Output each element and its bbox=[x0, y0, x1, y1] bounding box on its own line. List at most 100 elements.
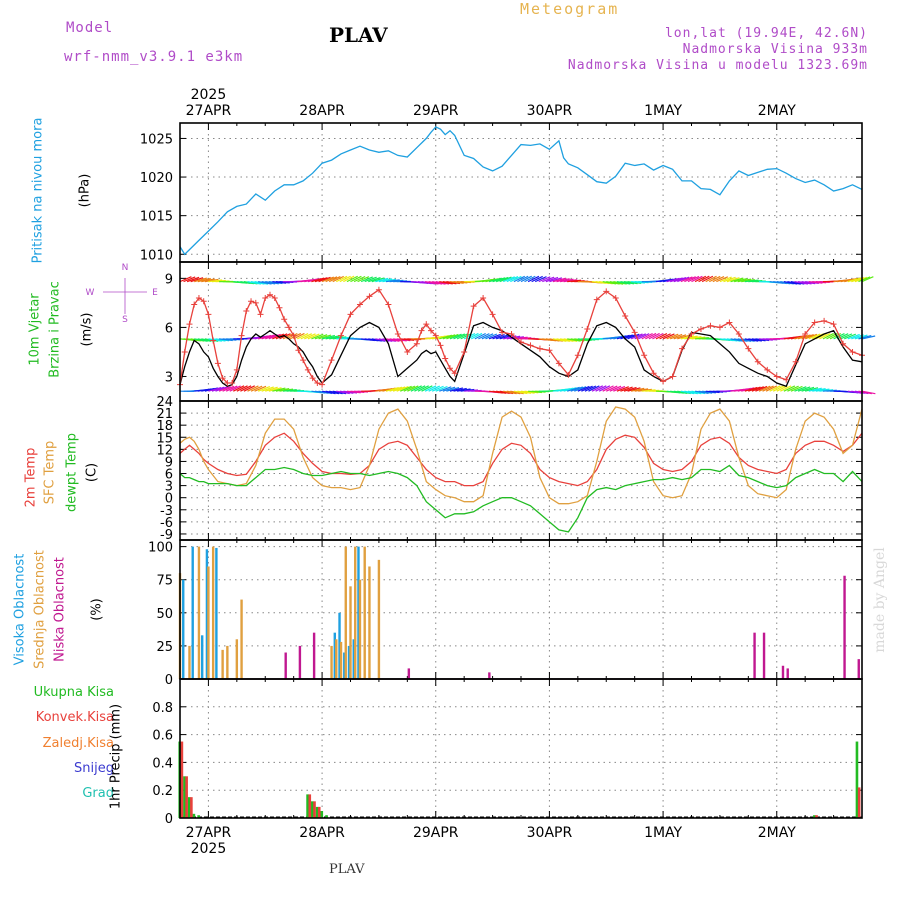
wind-arrow bbox=[250, 281, 265, 285]
cloud-bar-low bbox=[312, 632, 316, 679]
precip-panel-frame bbox=[179, 678, 863, 819]
wind-gust-marker bbox=[428, 327, 435, 334]
cloud-bar-high bbox=[182, 579, 185, 679]
wind-arrow bbox=[403, 385, 416, 392]
wind-arrow bbox=[325, 335, 339, 340]
cloud-bar-low bbox=[407, 668, 411, 679]
wind-arrow bbox=[332, 390, 347, 395]
wind-arrow bbox=[822, 332, 834, 340]
wind-arrow bbox=[847, 333, 860, 340]
wind-gust-marker bbox=[394, 330, 401, 337]
temp-series-dewpt-temp bbox=[179, 464, 863, 533]
wind-arrow bbox=[510, 275, 522, 283]
wind-arrow bbox=[804, 333, 818, 340]
wind-arrow bbox=[513, 390, 528, 395]
wind-arrow bbox=[552, 277, 566, 283]
wind-arrow bbox=[563, 387, 577, 392]
precip-bar-convective bbox=[857, 787, 861, 818]
wind-arrow bbox=[517, 275, 529, 283]
wind-arrow bbox=[559, 338, 574, 342]
wind-gust-marker bbox=[508, 330, 515, 337]
wind-arrow bbox=[748, 338, 762, 342]
wind-arrow bbox=[797, 386, 811, 392]
wind-arrow bbox=[545, 276, 559, 283]
wind-gust-marker bbox=[688, 330, 695, 337]
cloud-bar-mid bbox=[368, 566, 371, 679]
day-label-bottom: 2MAY bbox=[758, 825, 796, 841]
wind-series-mean bbox=[179, 321, 863, 388]
wind-arrow bbox=[542, 276, 555, 283]
precip-y-tick-label: 0.8 bbox=[152, 701, 173, 716]
cloud-bar-low bbox=[762, 632, 766, 679]
wind-arrow bbox=[730, 277, 744, 283]
precip-y-tick-label: 0.2 bbox=[152, 784, 173, 799]
wind-arrow bbox=[744, 338, 759, 342]
wind-arrow bbox=[666, 333, 679, 340]
compass-w: W bbox=[86, 288, 95, 298]
wind-gust-marker bbox=[366, 293, 373, 300]
day-label-bottom: 28APR bbox=[299, 825, 345, 841]
wind-arrow bbox=[318, 334, 332, 340]
wind-y-tick-label: 3 bbox=[165, 370, 173, 385]
wind-gust-marker bbox=[423, 321, 430, 328]
wind-arrow bbox=[769, 385, 781, 392]
wind-arrow bbox=[627, 333, 640, 340]
cloud-y-tick-label: 50 bbox=[156, 607, 173, 622]
wind-gust-marker bbox=[745, 345, 752, 352]
precip-bar-total bbox=[325, 815, 328, 818]
wind-arrow bbox=[861, 390, 876, 395]
cloud-bar-mid bbox=[349, 586, 352, 679]
precip-bar-total bbox=[197, 815, 200, 818]
wind-arrow bbox=[261, 334, 275, 340]
wind-gust-marker bbox=[281, 316, 288, 323]
wind-arrow bbox=[517, 390, 532, 394]
precip-bar-convective bbox=[308, 794, 312, 818]
precip-y-tick-label: 0.4 bbox=[152, 756, 173, 771]
cloud-bar-mid bbox=[197, 546, 201, 679]
wind-arrow bbox=[641, 332, 653, 340]
precip-bar-total bbox=[855, 741, 859, 818]
wind-arrow bbox=[790, 281, 805, 285]
wind-arrow bbox=[417, 385, 429, 392]
wind-gust-marker bbox=[186, 321, 193, 328]
wind-arrow bbox=[684, 276, 696, 283]
wind-arrow bbox=[783, 385, 796, 392]
wind-arrow bbox=[293, 332, 305, 340]
wind-gust-marker bbox=[480, 294, 487, 301]
precip-bar-total bbox=[320, 811, 324, 818]
wind-arrow bbox=[780, 385, 792, 392]
cloud-bar-high bbox=[215, 547, 218, 679]
wind-gust-marker bbox=[214, 360, 221, 367]
cloud-bar-low bbox=[284, 652, 287, 679]
wind-gust-marker bbox=[181, 348, 188, 355]
wind-arrow bbox=[449, 333, 462, 340]
wind-arrow bbox=[755, 385, 768, 392]
wind-arrow bbox=[797, 281, 812, 285]
wind-gust-marker bbox=[622, 312, 629, 319]
cloud-bar-low bbox=[857, 659, 860, 679]
wind-arrow bbox=[428, 281, 443, 285]
cloud-bar-mid bbox=[339, 641, 343, 679]
wind-arrow bbox=[559, 278, 574, 283]
wind-arrow bbox=[453, 333, 466, 340]
precip-bar-convective bbox=[180, 741, 184, 818]
wind-arrow bbox=[318, 276, 331, 283]
wind-arrow bbox=[190, 277, 204, 283]
wind-arrow bbox=[741, 338, 755, 342]
altitude-text: Nadmorska Visina 933m bbox=[682, 42, 868, 57]
wind-arrow bbox=[495, 334, 509, 340]
wind-gust-marker bbox=[840, 340, 847, 347]
wind-arrow bbox=[627, 387, 641, 392]
wind-arrow bbox=[506, 335, 521, 340]
wind-gust-marker bbox=[285, 324, 292, 331]
wind-gust-marker bbox=[271, 294, 278, 301]
cloud-bar-high bbox=[352, 639, 355, 679]
wind-gust-marker bbox=[849, 348, 856, 355]
wind-arrow bbox=[741, 387, 755, 392]
precip-bar-convective bbox=[317, 806, 321, 818]
precip-bar-total bbox=[813, 815, 816, 818]
temp-y-tick-label: -9 bbox=[160, 528, 173, 543]
wind-arrow bbox=[694, 275, 707, 283]
wind-arrow bbox=[808, 333, 821, 340]
wind-gust-marker bbox=[432, 332, 439, 339]
